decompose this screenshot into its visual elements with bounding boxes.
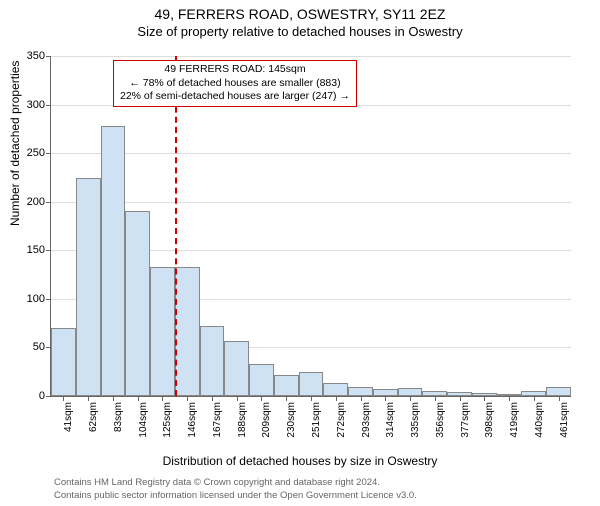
histogram-bar [175,267,200,396]
xtick-mark [410,396,411,401]
xtick-label: 314sqm [385,402,396,438]
xtick-label: 104sqm [138,402,149,438]
xtick-label: 419sqm [509,402,520,438]
credits-line-2: Contains public sector information licen… [54,490,417,502]
ytick-mark [46,202,51,203]
xtick-mark [237,396,238,401]
marker-line [175,56,177,396]
histogram-bar [150,267,175,396]
histogram-bar [224,341,249,396]
xtick-mark [534,396,535,401]
annotation-line: 22% of semi-detached houses are larger (… [120,90,350,104]
xtick-label: 41sqm [63,402,74,432]
xtick-label: 335sqm [410,402,421,438]
xtick-label: 230sqm [286,402,297,438]
credits: Contains HM Land Registry data © Crown c… [54,477,417,502]
xtick-mark [162,396,163,401]
xtick-label: 125sqm [162,402,173,438]
ytick-label: 50 [33,341,45,353]
y-axis-label: Number of detached properties [8,61,22,226]
histogram-bar [398,388,423,396]
xtick-mark [435,396,436,401]
xtick-mark [286,396,287,401]
ytick-mark [46,396,51,397]
histogram-bar [274,375,299,396]
xtick-label: 62sqm [88,402,99,432]
histogram-bar [101,126,126,396]
xtick-mark [138,396,139,401]
xtick-label: 440sqm [534,402,545,438]
xtick-mark [311,396,312,401]
ytick-mark [46,299,51,300]
gridline [51,56,571,57]
credits-line-1: Contains HM Land Registry data © Crown c… [54,477,417,489]
xtick-mark [559,396,560,401]
page-subtitle: Size of property relative to detached ho… [0,24,600,39]
xtick-label: 272sqm [336,402,347,438]
annotation-line: ← 78% of detached houses are smaller (88… [120,77,350,91]
xtick-label: 167sqm [212,402,223,438]
xtick-label: 356sqm [435,402,446,438]
histogram-bar [348,387,373,396]
xtick-label: 377sqm [460,402,471,438]
histogram-bar [249,364,274,396]
histogram-bar [76,178,101,396]
ytick-label: 150 [27,244,45,256]
xtick-mark [261,396,262,401]
xtick-label: 83sqm [113,402,124,432]
xtick-mark [336,396,337,401]
histogram-bar [51,328,76,396]
ytick-mark [46,153,51,154]
ytick-label: 0 [39,390,45,402]
xtick-mark [187,396,188,401]
xtick-mark [212,396,213,401]
gridline [51,153,571,154]
ytick-mark [46,56,51,57]
xtick-mark [63,396,64,401]
ytick-mark [46,250,51,251]
ytick-label: 300 [27,99,45,111]
ytick-mark [46,105,51,106]
xtick-label: 188sqm [237,402,248,438]
annotation-line: 49 FERRERS ROAD: 145sqm [120,63,350,77]
xtick-mark [361,396,362,401]
xtick-mark [460,396,461,401]
histogram-bar [546,387,571,396]
xtick-mark [113,396,114,401]
page-title: 49, FERRERS ROAD, OSWESTRY, SY11 2EZ [0,6,600,22]
xtick-label: 146sqm [187,402,198,438]
xtick-mark [385,396,386,401]
ytick-label: 100 [27,293,45,305]
ytick-label: 350 [27,50,45,62]
xtick-mark [88,396,89,401]
x-axis-label: Distribution of detached houses by size … [0,454,600,468]
xtick-label: 461sqm [559,402,570,438]
xtick-label: 398sqm [484,402,495,438]
histogram-chart: 05010015020025030035041sqm62sqm83sqm104s… [50,56,571,397]
xtick-label: 209sqm [261,402,272,438]
histogram-bar [200,326,225,396]
xtick-mark [509,396,510,401]
histogram-bar [373,389,398,396]
annotation-box: 49 FERRERS ROAD: 145sqm← 78% of detached… [113,60,357,107]
histogram-bar [125,211,150,396]
histogram-bar [323,383,348,396]
xtick-mark [484,396,485,401]
gridline [51,202,571,203]
xtick-label: 293sqm [361,402,372,438]
xtick-label: 251sqm [311,402,322,438]
ytick-label: 200 [27,196,45,208]
ytick-label: 250 [27,147,45,159]
histogram-bar [299,372,324,396]
